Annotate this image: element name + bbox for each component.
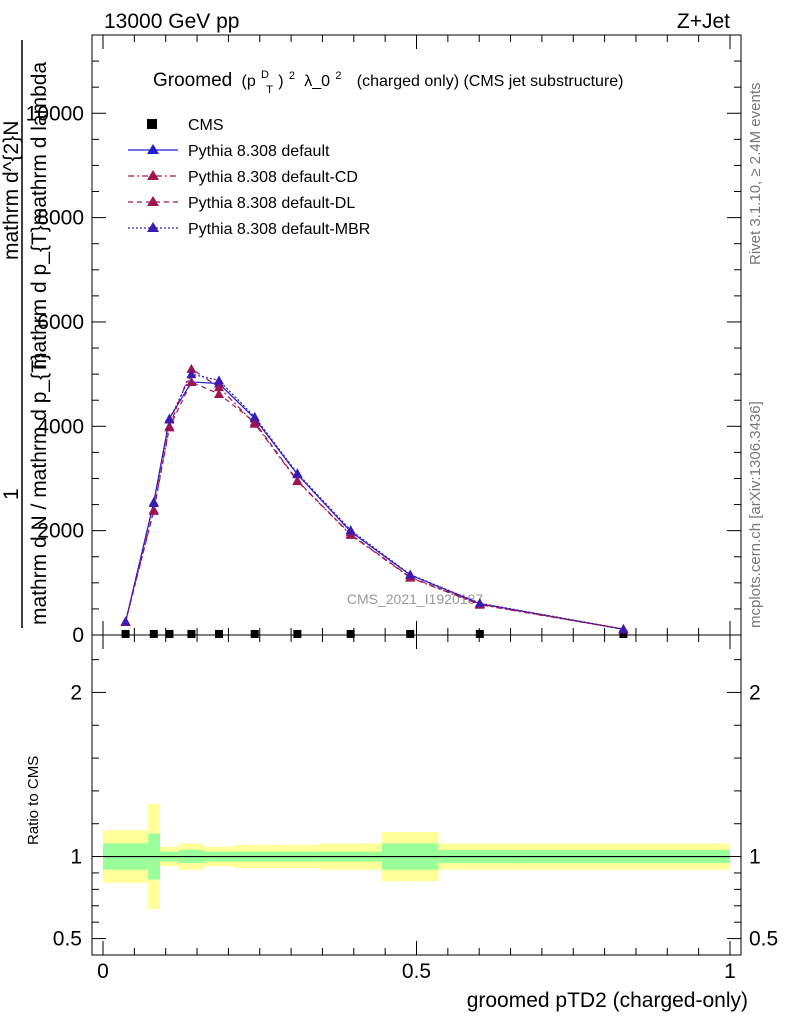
series-marker [148,498,159,507]
series-marker [618,624,629,633]
legend-label: Pythia 8.308 default-CD [188,169,358,186]
series-marker [345,525,356,535]
series-marker [164,422,175,432]
header-left: 13000 GeV pp [104,10,239,33]
ratio-y-tick-label-left: 0.5 [53,928,82,951]
title-close: ) [278,73,283,90]
title-rest: (charged only) (CMS jet substructure) [357,73,624,90]
axes-ticks: 0 2000 4000 6000 8000 10000 0 0.5 1 0.5 0.5 1 1 2 2 [26,34,778,983]
series-marker [213,375,224,385]
cms-data-point [475,629,484,638]
series-marker [249,417,260,427]
cms-data-point [293,629,302,638]
mcplots-label: mcplots.cern.ch [arXiv:1306.3436] [747,401,764,628]
ratio-y-tick-label-right: 0.5 [749,928,778,951]
main-y-tick-label: 2000 [37,520,84,543]
legend-marker [147,119,157,129]
series-marker [164,414,175,424]
title-sup-d: D [261,69,269,81]
title-p: (p [241,73,255,90]
cms-data-point [121,629,130,638]
series-cms [121,629,628,638]
title-lead: Groomed [153,70,232,91]
series-marker [249,411,260,421]
ylabel-one: 1 [0,488,23,500]
legend-entry: Pythia 8.308 default-DL [128,195,355,212]
series-marker [405,569,416,579]
main-y-tick-label: 8000 [37,207,84,230]
watermark: CMS_2021_I1920187 [347,591,483,607]
cms-data-point [165,629,174,638]
ylabel-numerator: mathrm d^{2}N [0,121,23,260]
ratio-panel-frame [91,634,742,956]
ratio-y-tick-label-left: 2 [70,681,82,704]
ylabel-denominator-top: mathrm d p_{T}mathrm d lambda [28,62,51,370]
cms-data-point [214,629,223,638]
legend-marker [147,196,159,206]
title-sup2: 2 [289,70,295,82]
legend-marker [147,144,159,154]
main-y-tick-label: 6000 [37,311,84,334]
series-marker [213,388,224,398]
cms-data-point [187,629,196,638]
x-axis-label: groomed pTD2 (charged-only) [467,989,748,1012]
cms-data-point [149,629,158,638]
series-marker [186,363,197,373]
legend-marker [147,222,159,232]
legend-entry: Pythia 8.308 default [128,143,330,160]
title-sub-t: T [266,84,273,96]
series-pythia-8-308-default-mbr [120,369,629,633]
ratio-x-tick-label: 0 [97,960,109,983]
main-y-tick-label: 0 [72,624,84,647]
main-y-tick-label: 4000 [37,415,84,438]
ratio-y-axis-label: Ratio to CMS [25,756,42,845]
ratio-y-tick-label-right: 1 [749,846,761,869]
ratio-x-tick-label: 0.5 [402,960,431,983]
series-marker [120,616,131,626]
title-lambda: λ_0 [304,73,330,90]
legend-entry: Pythia 8.308 default-MBR [128,221,370,238]
series-marker [474,598,485,608]
ratio-y-tick-label-left: 1 [70,846,82,869]
legend-marker [147,170,159,180]
main-series [120,363,629,638]
legend-label: Pythia 8.308 default-DL [188,195,355,212]
ratio-x-tick-label: 1 [724,960,736,983]
series-marker [186,376,197,386]
main-y-tick-label: 10000 [26,102,84,125]
title-sup2b: 2 [335,70,341,82]
legend-label: Pythia 8.308 default [188,143,330,160]
svg-text:Groomed (p D: Groomed (p D T ) 2 λ_0 2 (charged only) … [153,62,624,98]
series-marker [292,475,303,485]
series-marker [186,369,197,379]
series-marker [292,468,303,478]
legend-entry: Pythia 8.308 default-CD [128,169,358,186]
cms-data-point [250,629,259,638]
cms-data-point [619,629,628,638]
series-marker [148,505,159,515]
legend: CMS Pythia 8.308 default Pythia 8.308 defa… [128,117,370,238]
ratio-y-tick-label-right: 2 [749,681,761,704]
cms-data-point [346,629,355,638]
legend-entry: CMS [147,117,224,134]
cms-data-point [406,629,415,638]
main-y-axis-label: 1 mathrm d^{2}N mathrm d p_{T}mathrm d l… [0,40,51,628]
header-right: Z+Jet [677,10,730,33]
plot-title: Groomed (p D T ) 2 λ_0 2 (charged only) … [153,62,624,98]
rivet-label: Rivet 3.1.10, ≥ 2.4M events [747,83,764,266]
legend-label: CMS [188,117,224,134]
series-marker [213,382,224,392]
ylabel-left: mathrm d N / mathrm d p_{T} [28,353,51,625]
legend-label: Pythia 8.308 default-MBR [188,221,370,238]
